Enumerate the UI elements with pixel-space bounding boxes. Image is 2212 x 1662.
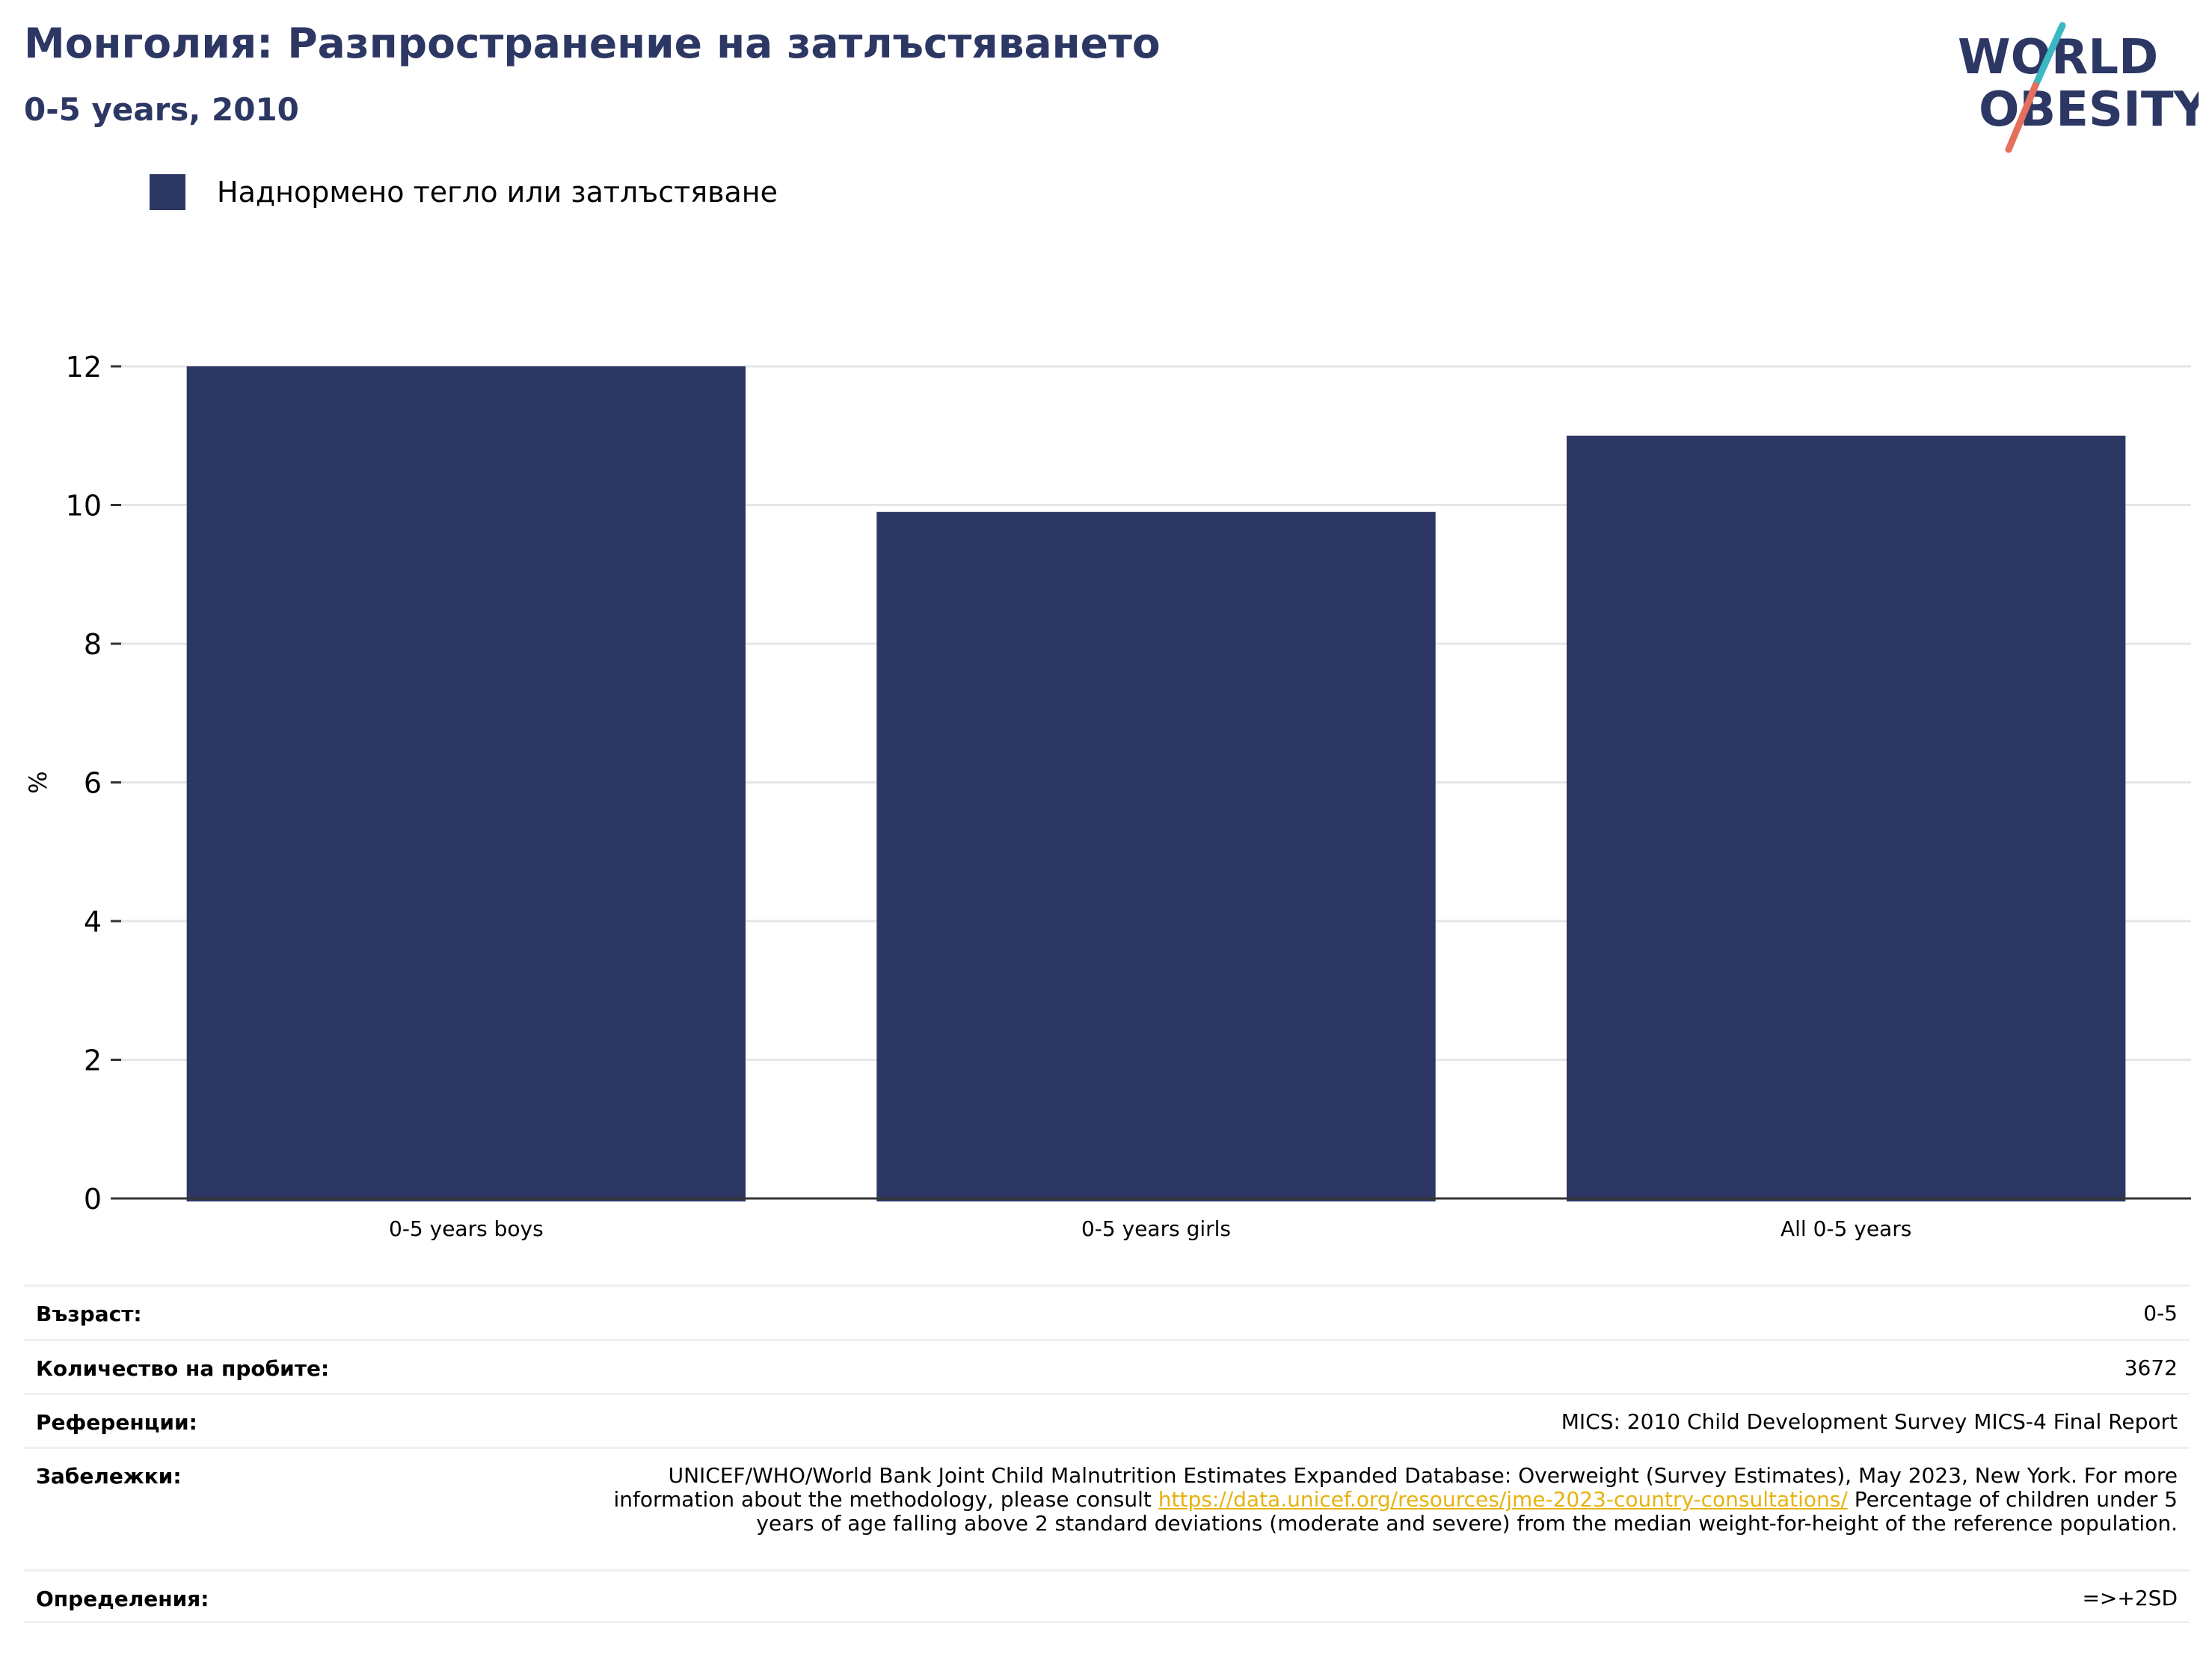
legend-swatch (150, 174, 185, 210)
bar-chart: 0 2 4 6 8 10 12 0-5 years boys 0-5 years girls Al… (24, 351, 2191, 1241)
logo-text-obesity: OBESITY (1979, 82, 2199, 138)
legend[interactable]: Наднормено тегло или затлъстяване (150, 173, 778, 211)
y-tick-label: 2 (84, 1044, 102, 1077)
y-axis-label: % (24, 771, 52, 793)
notes-link[interactable]: https://data.unicef.org/resources/jme-20… (1158, 1487, 1848, 1512)
meta-value-age: 0-5 (2143, 1301, 2178, 1326)
bar (1566, 435, 2126, 1201)
logo-slash-top (2032, 22, 2066, 89)
meta-key-definitions: Определения: (36, 1586, 209, 1611)
meta-value-notes: UNICEF/WHO/World Bank Joint Child Malnut… (607, 1464, 2178, 1536)
legend-label: Наднормено тегло или затлъстяване (217, 176, 778, 209)
notes-text-1: UNICEF/WHO/World Bank Joint Child Malnut… (613, 1463, 2178, 1512)
y-tick-label: 8 (84, 628, 102, 661)
meta-value-definitions: =>+2SD (2082, 1586, 2178, 1610)
y-tick-label: 10 (66, 490, 102, 523)
meta-row-notes: Забележки: UNICEF/WHO/World Bank Joint C… (24, 1447, 2190, 1569)
bar (186, 366, 746, 1201)
meta-key-age: Възраст: (36, 1302, 142, 1326)
meta-row-sample: Количество на пробите: 3672 (24, 1339, 2190, 1393)
x-tick-label: 0-5 years boys (389, 1216, 544, 1241)
chart-subtitle: 0-5 years, 2010 (24, 91, 299, 128)
y-tick-label: 0 (84, 1183, 102, 1216)
meta-key-notes: Забележки: (36, 1464, 182, 1489)
y-tick-label: 4 (84, 905, 102, 938)
world-obesity-logo: WORLD OBESITY (1958, 22, 2199, 153)
meta-key-references: Референции: (36, 1410, 197, 1435)
bar (876, 511, 1436, 1201)
chart-title: Монголия: Разпространение на затлъстяван… (24, 19, 1161, 67)
meta-row-definitions: Определения: =>+2SD (24, 1569, 2190, 1623)
meta-row-references: Референции: MICS: 2010 Child Development… (24, 1393, 2190, 1447)
meta-row-age: Възраст: 0-5 (24, 1284, 2190, 1339)
meta-value-references: MICS: 2010 Child Development Survey MICS… (1561, 1409, 2178, 1434)
notes-text-2: Percentage of children under 5 years of … (756, 1487, 2178, 1536)
meta-key-sample: Количество на пробите: (36, 1356, 330, 1381)
meta-value-sample: 3672 (2124, 1355, 2178, 1380)
y-tick-label: 6 (84, 767, 102, 800)
logo-slash-bottom (2005, 81, 2039, 153)
x-tick-label: 0-5 years girls (1081, 1216, 1231, 1241)
x-tick-label: All 0-5 years (1781, 1216, 1911, 1241)
metadata-table: Възраст: 0-5 Количество на пробите: 3672… (24, 1284, 2190, 1623)
y-tick-label: 12 (66, 351, 102, 384)
